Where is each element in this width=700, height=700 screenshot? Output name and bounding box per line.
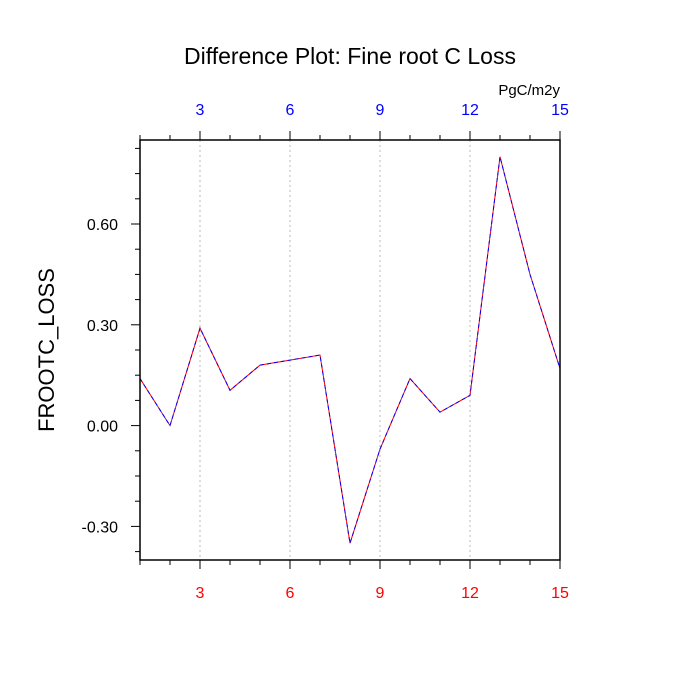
x-tick-label-top: 12 [461, 102, 479, 119]
series-line-1 [139, 156, 561, 544]
units-label: PgC/m2y [498, 82, 560, 99]
x-tick-label-bottom: 15 [551, 585, 569, 602]
plot-frame [139, 139, 561, 561]
axis-ticks [131, 131, 561, 569]
x-tick-label-bottom: 12 [461, 585, 479, 602]
x-tick-label-top: 6 [286, 102, 295, 119]
x-tick-label-bottom: 6 [286, 585, 295, 602]
y-tick-label: 0.30 [87, 318, 118, 335]
data-series [139, 156, 561, 544]
y-tick-label: -0.30 [82, 519, 119, 536]
x-tick-label-top: 9 [376, 102, 385, 119]
x-tick-label-bottom: 3 [196, 585, 205, 602]
y-tick-label: 0.60 [87, 217, 118, 234]
x-tick-label-top: 3 [196, 102, 205, 119]
tick-labels: 3 3 6 6 9 9 12 12 15 15 -0.30 0.00 0.30 0.60 [82, 102, 569, 602]
chart-title: Difference Plot: Fine root C Loss [184, 43, 516, 69]
series-line-2 [139, 156, 561, 544]
y-tick-label: 0.00 [87, 419, 118, 436]
x-tick-label-bottom: 9 [376, 585, 385, 602]
y-axis-label: FROOTC_LOSS [34, 268, 59, 432]
x-tick-label-top: 15 [551, 102, 569, 119]
grid-lines [199, 140, 471, 560]
